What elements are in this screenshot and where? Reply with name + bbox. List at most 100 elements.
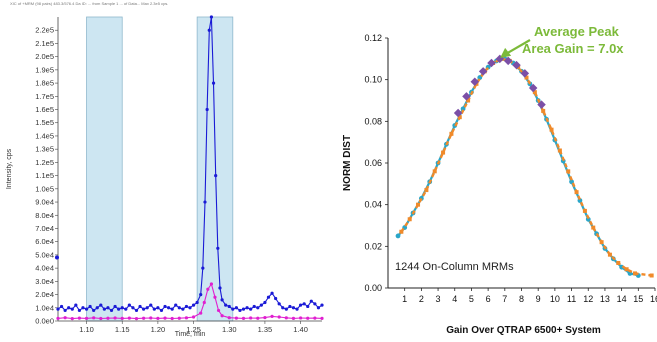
blue-trace-point bbox=[218, 286, 222, 290]
blue-trace-point bbox=[220, 298, 224, 302]
annotation-arrow-head bbox=[500, 47, 512, 58]
blue-trace-point bbox=[188, 306, 192, 310]
integration-region-1 bbox=[86, 16, 123, 322]
y-tick-label: 1.6e5 bbox=[35, 105, 54, 114]
blue-trace-point bbox=[211, 81, 216, 85]
y-tick-label: 0.12 bbox=[364, 33, 382, 43]
magenta-trace-point bbox=[209, 282, 214, 286]
blue-trace-point bbox=[205, 107, 209, 112]
y-tick-label: 0.10 bbox=[364, 75, 382, 85]
blue-trace-offscale-point bbox=[55, 255, 59, 260]
blue-trace-point bbox=[117, 307, 121, 311]
blue-trace-point bbox=[201, 266, 205, 270]
magenta-trace-point bbox=[120, 316, 124, 320]
orange-series-point bbox=[582, 208, 587, 213]
blue-trace-point bbox=[109, 308, 114, 313]
x-tick-label: 1.10 bbox=[79, 325, 94, 334]
orange-series-point bbox=[416, 202, 421, 207]
magenta-trace-point bbox=[298, 316, 303, 320]
blue-trace-point bbox=[209, 15, 214, 19]
y-tick-label: 0.0e0 bbox=[35, 317, 54, 326]
blue-trace-point bbox=[227, 304, 231, 309]
blue-trace-point bbox=[281, 306, 285, 310]
blue-trace-point bbox=[266, 295, 271, 299]
blue-trace-point bbox=[277, 302, 281, 306]
magenta-trace-point bbox=[149, 316, 153, 320]
orange-series-point bbox=[432, 169, 437, 174]
orange-series-point bbox=[449, 131, 454, 136]
blue-trace-point bbox=[84, 307, 89, 311]
magenta-trace-point bbox=[191, 315, 196, 319]
blue-trace-point bbox=[320, 303, 324, 307]
gain-distribution-panel: 0.00 0.02 0.04 0.06 0.08 0.10 0.12 1 2 3 4 5 6 7 8 9 10 1… bbox=[330, 0, 657, 337]
blue-trace-point bbox=[81, 306, 85, 310]
blue-trace-point bbox=[152, 307, 156, 311]
blue-trace-point bbox=[177, 306, 181, 310]
x-tick-label: 1.40 bbox=[293, 325, 308, 334]
blue-trace-point bbox=[216, 246, 220, 250]
y-tick-label: 5.0e4 bbox=[35, 250, 54, 259]
blue-trace-point bbox=[259, 303, 263, 307]
purple-series-point bbox=[528, 83, 538, 93]
blue-trace-point bbox=[170, 307, 174, 311]
magenta-trace-point bbox=[306, 316, 310, 320]
magenta-trace-point bbox=[256, 316, 260, 320]
y-tick-label: 7.0e4 bbox=[35, 224, 54, 233]
purple-series-point bbox=[512, 60, 521, 70]
blue-trace-point bbox=[163, 304, 167, 309]
magenta-trace-point bbox=[320, 316, 324, 320]
x-tick-label: 11 bbox=[567, 294, 576, 304]
blue-trace-point bbox=[270, 291, 274, 295]
y-tick-label: 8.0e4 bbox=[35, 211, 54, 220]
x-tick-label: 6 bbox=[486, 294, 491, 304]
chromatogram-panel: XIC of +MRM (98 pairs) 483.3/576.4 Da ID… bbox=[0, 0, 330, 338]
x-tick-label: 13 bbox=[600, 294, 610, 304]
y-tick-label: 2.0e5 bbox=[35, 52, 54, 61]
x-tick-label: 14 bbox=[617, 294, 627, 304]
orange-series-point bbox=[574, 190, 579, 195]
x-tick-label: 8 bbox=[519, 294, 524, 304]
x-axis-title: Time, min bbox=[175, 331, 206, 337]
orange-series-point bbox=[632, 271, 637, 276]
magenta-trace-point bbox=[199, 311, 203, 315]
gain-distribution-chart: 0.000.020.040.060.080.100.121 2 3 4 5 6 7 8 9 10 1… bbox=[342, 24, 657, 336]
mrm-count-label: 1244 On-Column MRMs bbox=[395, 261, 514, 273]
y-tick-label: 0.06 bbox=[364, 158, 382, 168]
blue-trace-point bbox=[92, 308, 96, 313]
magenta-trace-point bbox=[63, 316, 67, 320]
y-tick-label: 1.8e5 bbox=[35, 79, 54, 88]
blue-trace-point bbox=[181, 307, 185, 311]
orange-series-point bbox=[624, 267, 629, 272]
blue-trace-point bbox=[191, 303, 196, 307]
blue-trace-point bbox=[102, 307, 106, 311]
orange-series-point bbox=[616, 261, 621, 265]
magenta-trace-point bbox=[249, 316, 253, 320]
teal-series-point bbox=[569, 179, 574, 185]
magenta-trace-point bbox=[106, 316, 110, 320]
y-tick-label: 1.5e5 bbox=[35, 118, 54, 127]
orange-series-point bbox=[424, 188, 429, 193]
y-tick-label: 1.0e4 bbox=[35, 303, 54, 312]
blue-trace-point bbox=[166, 306, 171, 310]
orange-series-point bbox=[591, 225, 596, 230]
magenta-trace-point bbox=[70, 317, 74, 321]
blue-trace-point bbox=[174, 303, 178, 307]
blue-trace-point bbox=[124, 307, 128, 311]
y-tick-label: 2.2e5 bbox=[35, 26, 54, 35]
blue-trace-point bbox=[74, 303, 78, 307]
blue-trace-point bbox=[231, 307, 235, 311]
blue-trace-point bbox=[291, 306, 296, 310]
blue-trace-point bbox=[184, 304, 189, 309]
blue-trace-point bbox=[95, 306, 99, 310]
magenta-trace-point bbox=[234, 316, 238, 320]
magenta-trace-point bbox=[134, 317, 139, 321]
x-tick-label: 5 bbox=[469, 294, 474, 304]
magenta-trace-point bbox=[277, 315, 281, 319]
blue-trace-point bbox=[149, 303, 153, 307]
y-tick-label: 4.0e4 bbox=[35, 264, 54, 273]
x-tick-label: 1.35 bbox=[258, 325, 273, 334]
blue-trace-point bbox=[195, 300, 199, 305]
x-tick-label: 12 bbox=[583, 294, 593, 304]
blue-trace-point bbox=[214, 174, 218, 178]
magenta-trace-point bbox=[227, 316, 231, 320]
